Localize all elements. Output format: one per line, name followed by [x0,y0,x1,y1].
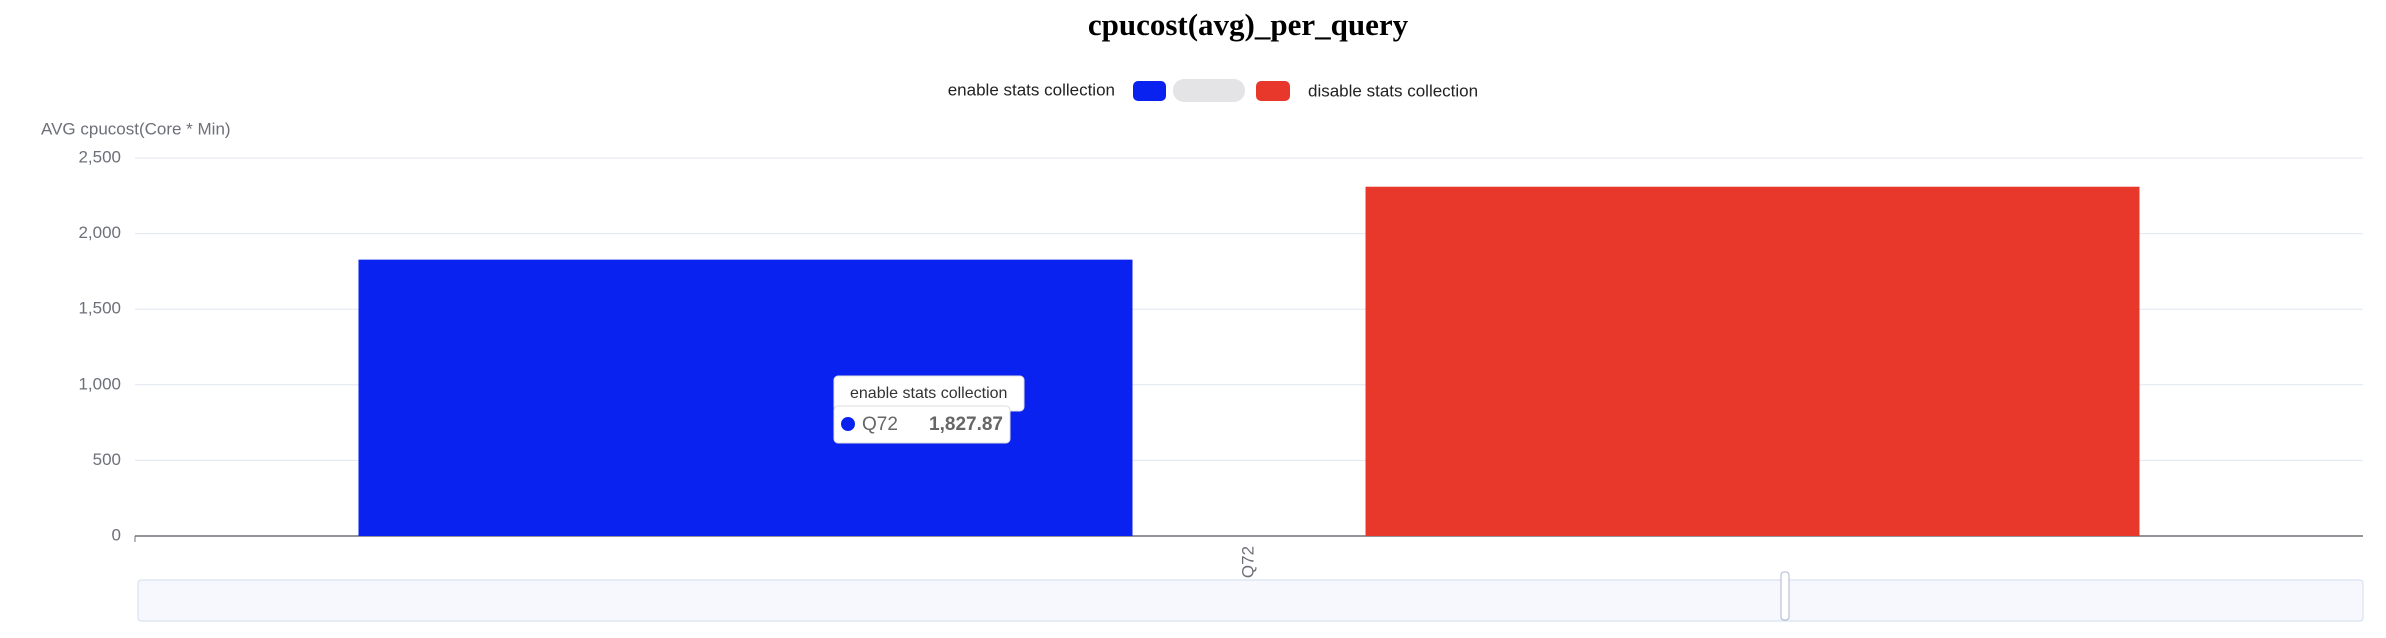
legend-label[interactable]: disable stats collection [1308,81,1478,100]
legend-toggle[interactable] [1173,79,1245,102]
tooltip: enable stats collection Q72 1,827.87 [833,375,1025,444]
y-tick-label: 2,500 [78,147,121,166]
tooltip-title: enable stats collection [850,385,1007,402]
plot-area: 0 500 1,000 1,500 2,000 2,500 Q72 [78,147,2363,578]
y-tick-label: 0 [112,525,121,544]
legend-label[interactable]: enable stats collection [948,80,1115,99]
tooltip-box [833,405,1011,444]
y-tick-label: 1,500 [78,299,121,318]
data-zoom-handle[interactable] [1780,571,1790,621]
tooltip-marker [841,417,855,431]
tooltip-category: Q72 [862,414,898,435]
data-zoom-slider[interactable] [137,579,2364,622]
chart-title: cpucost(avg)_per_query [1088,7,1409,42]
legend-swatch[interactable] [1133,81,1166,101]
y-tick-label: 1,000 [78,374,121,393]
bar [1365,186,2140,536]
y-axis-label: AVG cpucost(Core * Min) [41,119,231,138]
y-tick-label: 500 [93,450,121,469]
y-tick-label: 2,000 [78,223,121,242]
x-tick-label: Q72 [1238,546,1257,578]
tooltip-value: 1,827.87 [929,414,1003,435]
legend-swatch[interactable] [1256,81,1290,101]
